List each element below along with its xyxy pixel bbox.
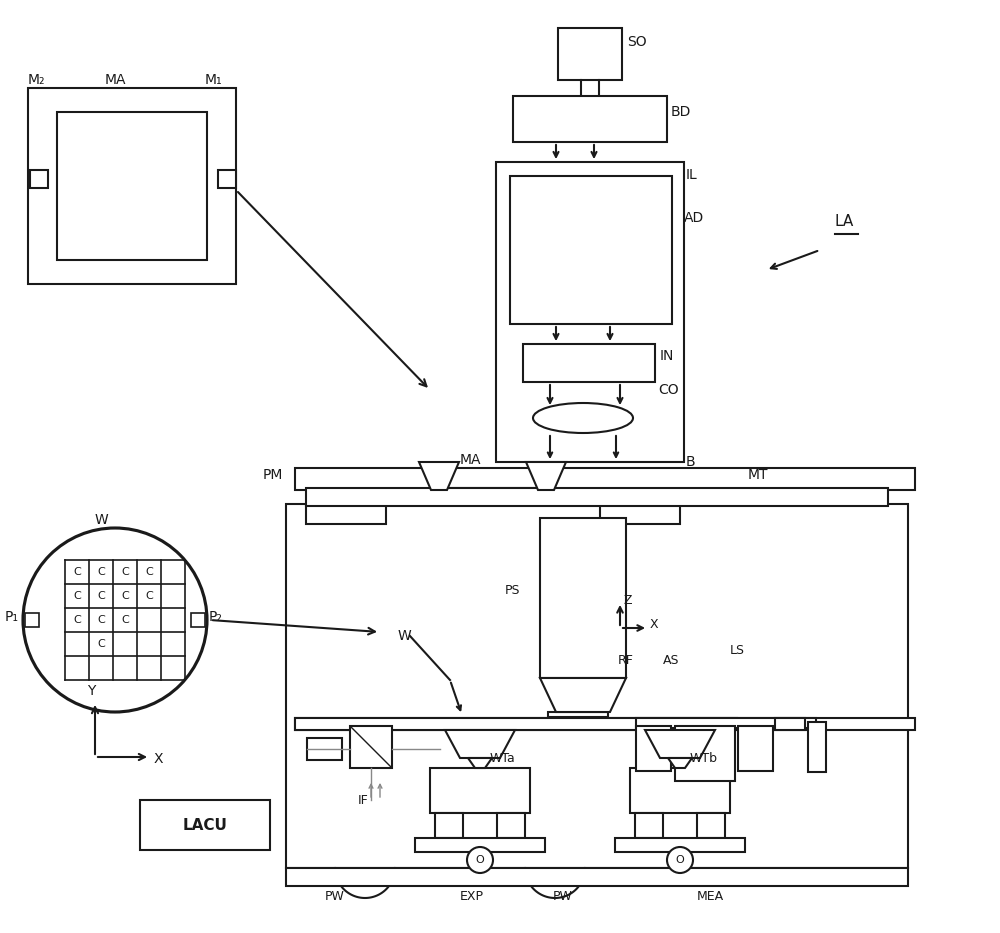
Bar	[523, 344, 655, 382]
Text: C: C	[97, 567, 105, 577]
Bar	[30, 170, 48, 188]
Bar	[775, 718, 805, 730]
Text: O: O	[676, 855, 684, 865]
Polygon shape	[540, 678, 626, 712]
Bar	[306, 488, 888, 506]
Bar	[25, 613, 39, 627]
Circle shape	[23, 528, 207, 712]
Text: MA: MA	[460, 453, 482, 467]
Text: P₁: P₁	[5, 610, 19, 624]
Bar	[558, 28, 622, 80]
Bar	[295, 468, 915, 490]
Text: MA: MA	[105, 73, 126, 87]
Bar	[630, 768, 730, 813]
Text: W: W	[398, 629, 412, 643]
Text: Y: Y	[87, 684, 95, 698]
Text: WTa: WTa	[490, 751, 516, 764]
Bar	[439, 488, 547, 504]
Text: LA: LA	[835, 215, 854, 230]
Bar	[350, 726, 392, 768]
Text: SO: SO	[627, 35, 647, 49]
Text: C: C	[121, 591, 129, 601]
Text: X: X	[650, 618, 659, 631]
Bar	[636, 726, 671, 771]
Bar	[435, 813, 463, 838]
Bar	[286, 868, 908, 886]
Text: AD: AD	[684, 211, 704, 225]
Text: C: C	[121, 567, 129, 577]
Text: LACU: LACU	[183, 817, 227, 832]
Text: B: B	[686, 455, 696, 469]
Text: EXP: EXP	[460, 889, 484, 902]
Text: C: C	[145, 591, 153, 601]
Bar	[307, 738, 342, 760]
Text: C: C	[97, 615, 105, 625]
Bar	[191, 613, 205, 627]
Bar	[697, 813, 725, 838]
Text: RF: RF	[618, 653, 634, 666]
Polygon shape	[526, 462, 566, 490]
Bar	[415, 838, 545, 852]
Text: CO: CO	[658, 383, 679, 397]
Text: P₂: P₂	[209, 610, 223, 624]
Bar	[497, 813, 525, 838]
Text: X: X	[154, 752, 164, 766]
Bar	[636, 718, 816, 728]
Text: MT: MT	[748, 468, 768, 482]
Text: M₁: M₁	[205, 73, 223, 87]
Text: C: C	[73, 615, 81, 625]
Text: IL: IL	[686, 168, 698, 182]
Text: C: C	[73, 591, 81, 601]
Bar	[615, 838, 745, 852]
Text: W: W	[95, 513, 109, 527]
Circle shape	[467, 847, 493, 873]
Text: BD: BD	[671, 105, 691, 119]
Polygon shape	[645, 730, 715, 758]
Text: WTb: WTb	[690, 751, 718, 764]
Bar	[513, 96, 667, 142]
Text: PW: PW	[553, 889, 573, 902]
Text: C: C	[97, 639, 105, 649]
Bar	[510, 176, 672, 324]
Bar	[548, 712, 608, 717]
Bar	[496, 162, 684, 462]
Bar	[295, 718, 737, 730]
Bar	[600, 504, 680, 524]
Bar	[635, 813, 663, 838]
Text: PM: PM	[263, 468, 283, 482]
Circle shape	[667, 847, 693, 873]
Bar	[675, 726, 735, 781]
Text: M₂: M₂	[28, 73, 46, 87]
Text: PW: PW	[325, 889, 345, 902]
Text: LS: LS	[730, 644, 745, 657]
Bar	[738, 726, 773, 771]
Bar	[808, 722, 826, 772]
Polygon shape	[419, 462, 459, 490]
Bar	[218, 170, 236, 188]
Text: MEA: MEA	[696, 889, 724, 902]
Bar	[540, 518, 626, 678]
Text: C: C	[97, 591, 105, 601]
Text: Z: Z	[623, 593, 632, 606]
Bar	[140, 800, 270, 850]
Bar	[430, 768, 530, 813]
Text: C: C	[145, 567, 153, 577]
Bar	[28, 88, 236, 284]
Text: C: C	[121, 615, 129, 625]
Text: O: O	[476, 855, 484, 865]
Text: PS: PS	[505, 583, 520, 596]
Bar	[57, 112, 207, 260]
Polygon shape	[445, 730, 515, 758]
Text: IN: IN	[660, 349, 674, 363]
Bar	[306, 504, 386, 524]
Text: C: C	[73, 567, 81, 577]
Text: IF: IF	[358, 793, 369, 806]
Bar	[295, 718, 915, 730]
Bar	[286, 504, 908, 868]
Polygon shape	[668, 758, 692, 768]
Polygon shape	[468, 758, 492, 768]
Text: AS: AS	[663, 653, 680, 666]
Ellipse shape	[533, 403, 633, 433]
